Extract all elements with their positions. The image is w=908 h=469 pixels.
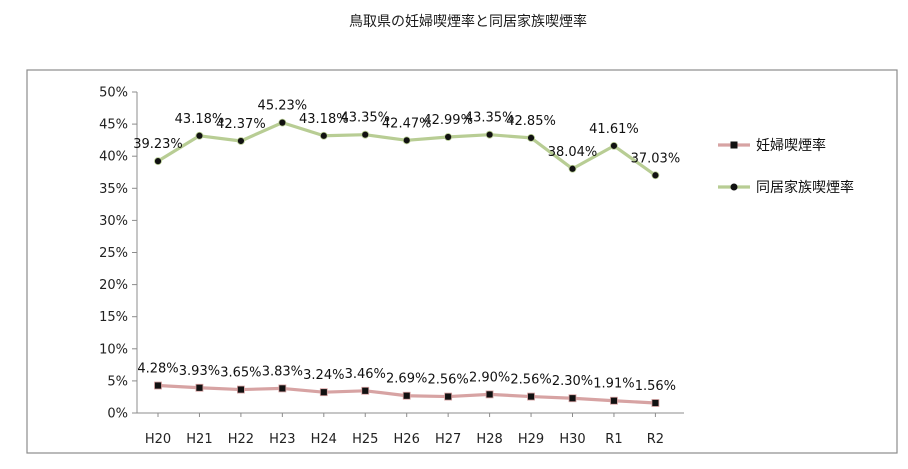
data-point — [485, 130, 494, 139]
data-label: 3.93% — [179, 364, 220, 379]
data-point — [568, 164, 577, 173]
data-point — [568, 394, 577, 403]
data-point — [361, 130, 370, 139]
series-group — [154, 118, 660, 407]
y-tick-label: 50% — [99, 86, 128, 101]
x-tick-label: R1 — [605, 432, 622, 447]
data-point — [154, 157, 162, 166]
data-label: 3.83% — [262, 364, 303, 379]
x-tick-label: H27 — [435, 432, 461, 447]
data-label: 2.90% — [469, 370, 510, 385]
data-label: 39.23% — [133, 137, 183, 152]
data-label: 43.35% — [340, 111, 390, 126]
data-label: 43.35% — [465, 111, 515, 126]
data-point — [610, 141, 618, 150]
y-tick-label: 40% — [99, 150, 128, 165]
y-tick-label: 35% — [99, 182, 128, 197]
data-point — [236, 137, 245, 145]
data-point — [278, 118, 287, 127]
x-tick-label: H24 — [311, 432, 337, 447]
data-label: 1.56% — [635, 379, 676, 394]
legend-marker — [730, 141, 738, 149]
data-point — [361, 386, 370, 395]
data-label: 2.69% — [386, 372, 427, 387]
y-tick-label: 10% — [99, 342, 128, 357]
data-label: 42.85% — [506, 114, 556, 129]
data-point — [195, 383, 204, 392]
data-point — [402, 136, 411, 145]
data-point — [154, 381, 162, 390]
data-point — [319, 131, 328, 140]
y-tick-label: 25% — [99, 246, 128, 261]
data-point — [485, 390, 494, 399]
legend-marker — [730, 183, 738, 191]
x-tick-label: H25 — [352, 432, 378, 447]
data-label: 2.56% — [510, 373, 551, 388]
data-label: 3.65% — [220, 366, 261, 381]
y-tick-label: 20% — [99, 278, 128, 293]
y-tick-label: 30% — [99, 214, 128, 229]
x-tick-label: H21 — [186, 432, 212, 447]
data-point — [278, 384, 287, 393]
x-tick-label: R2 — [647, 432, 664, 447]
data-label: 42.47% — [382, 116, 432, 131]
data-labels-group: 4.28% 3.93% 3.65% 3.83% 3.24% 3.46% 2.69% 2.56%… — [133, 99, 680, 394]
data-label: 4.28% — [137, 362, 178, 377]
data-point — [651, 399, 660, 407]
x-tick-label: H29 — [518, 432, 544, 447]
data-point — [651, 171, 660, 180]
data-point — [527, 392, 535, 401]
x-tick-label: H30 — [559, 432, 585, 447]
data-point — [236, 385, 245, 394]
data-label: 42.37% — [216, 117, 266, 132]
data-label: 42.99% — [423, 113, 473, 128]
data-point — [444, 392, 453, 401]
data-point — [610, 396, 618, 405]
data-label: 1.91% — [593, 377, 634, 392]
data-point — [319, 388, 328, 397]
legend-label: 同居家族喫煙率 — [756, 179, 854, 196]
x-tick-label: H23 — [269, 432, 295, 447]
data-label: 43.18% — [299, 112, 349, 127]
data-label: 2.56% — [427, 373, 468, 388]
data-point — [444, 133, 453, 141]
chart-frame — [26, 69, 898, 454]
x-tick-label: H22 — [228, 432, 254, 447]
x-tick-label: H20 — [145, 432, 171, 447]
chart-title: 鳥取県の妊婦喫煙率と同居家族喫煙率 — [349, 13, 587, 30]
y-tick-label: 5% — [107, 374, 128, 389]
axes-group: 0% 5% 10% 15% 20% 25% 30% 35% 40% 45% 50% H20 H21 H22… — [99, 86, 684, 447]
data-label: 3.24% — [303, 368, 344, 383]
data-label: 37.03% — [631, 151, 681, 166]
data-label: 2.30% — [552, 374, 593, 389]
data-point — [195, 131, 204, 140]
data-point — [527, 134, 535, 142]
data-point — [402, 391, 411, 400]
legend-label: 妊婦喫煙率 — [756, 137, 826, 154]
data-label: 43.18% — [175, 112, 225, 127]
y-tick-label: 45% — [99, 118, 128, 133]
data-label: 3.46% — [345, 367, 386, 382]
data-label: 45.23% — [258, 99, 308, 114]
y-tick-label: 15% — [99, 310, 128, 325]
x-tick-label: H26 — [394, 432, 420, 447]
x-tick-label: H28 — [476, 432, 502, 447]
data-label: 38.04% — [548, 145, 598, 160]
data-label: 41.61% — [589, 122, 639, 137]
y-tick-label: 0% — [107, 407, 128, 422]
